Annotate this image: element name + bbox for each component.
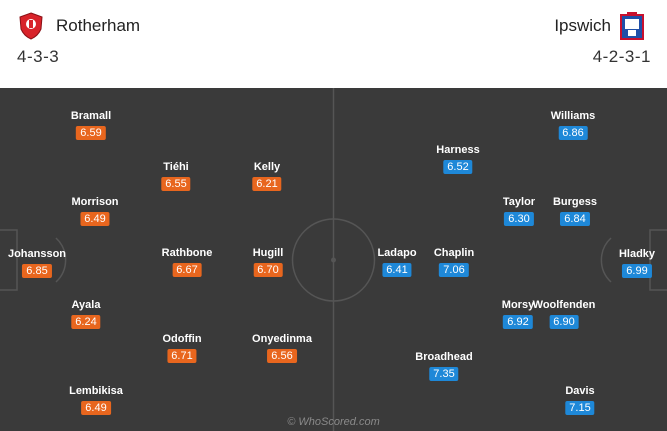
player-name: Hugill bbox=[252, 247, 284, 259]
player-rating: 6.49 bbox=[80, 212, 110, 226]
home-player[interactable]: Hugill 6.70 bbox=[252, 247, 284, 278]
away-player[interactable]: Taylor 6.30 bbox=[503, 196, 535, 227]
player-rating: 6.99 bbox=[622, 264, 652, 278]
away-formation: 4-2-3-1 bbox=[592, 47, 651, 66]
away-player[interactable]: Broadhead 7.35 bbox=[415, 351, 473, 382]
whoscored-credit: © WhoScored.com bbox=[287, 416, 380, 428]
away-player[interactable]: Hladky 6.99 bbox=[619, 248, 655, 279]
rotherham-crest-icon bbox=[19, 12, 43, 40]
away-player[interactable]: Harness 6.52 bbox=[436, 144, 480, 175]
player-rating: 6.70 bbox=[253, 263, 283, 277]
player-rating: 7.06 bbox=[439, 263, 469, 277]
player-name: Broadhead bbox=[415, 351, 473, 363]
player-name: Taylor bbox=[502, 196, 536, 208]
player-name: Harness bbox=[436, 144, 480, 156]
player-rating: 6.55 bbox=[161, 177, 191, 191]
player-rating: 6.86 bbox=[558, 126, 588, 140]
away-player[interactable]: Chaplin 7.06 bbox=[434, 247, 474, 278]
player-rating: 6.84 bbox=[560, 212, 590, 226]
home-player[interactable]: Rathbone 6.67 bbox=[161, 247, 213, 278]
home-player[interactable]: Odoffin 6.71 bbox=[162, 333, 202, 364]
player-rating: 6.59 bbox=[76, 126, 106, 140]
away-team-name[interactable]: Ipswich bbox=[554, 16, 611, 35]
player-rating: 6.24 bbox=[71, 315, 101, 329]
player-name: Chaplin bbox=[433, 247, 475, 259]
player-name: Odoffin bbox=[162, 333, 202, 345]
player-name: Onyedinma bbox=[252, 333, 312, 345]
match-header: Rotherham 4-3-3 Ipswich 4-2-3-1 bbox=[0, 0, 667, 88]
home-player[interactable]: Lembikisa 6.49 bbox=[69, 385, 123, 416]
player-name: Davis bbox=[565, 385, 595, 397]
player-rating: 6.85 bbox=[22, 264, 52, 278]
player-name: Tiéhi bbox=[163, 161, 189, 173]
home-player[interactable]: Johansson 6.85 bbox=[8, 248, 66, 279]
player-name: Hladky bbox=[618, 248, 656, 260]
ipswich-crest-icon bbox=[620, 12, 644, 40]
player-name: Morsy bbox=[501, 299, 535, 311]
pitch-markings bbox=[0, 88, 667, 431]
away-player[interactable]: Morsy 6.92 bbox=[502, 299, 534, 330]
player-rating: 6.90 bbox=[549, 315, 579, 329]
away-player[interactable]: Ladapo 6.41 bbox=[377, 247, 417, 278]
player-rating: 6.92 bbox=[503, 315, 533, 329]
home-player[interactable]: Kelly 6.21 bbox=[252, 161, 282, 192]
player-name: Morrison bbox=[71, 196, 119, 208]
home-player[interactable]: Ayala 6.24 bbox=[71, 299, 101, 330]
player-rating: 6.30 bbox=[504, 212, 534, 226]
player-name: Burgess bbox=[552, 196, 598, 208]
player-name: Kelly bbox=[253, 161, 281, 173]
pitch: Johansson 6.85 Bramall 6.59 Morrison 6.4… bbox=[0, 88, 667, 431]
player-name: Lembikisa bbox=[69, 385, 123, 397]
home-player[interactable]: Onyedinma 6.56 bbox=[252, 333, 312, 364]
player-name: Williams bbox=[550, 110, 596, 122]
home-player[interactable]: Bramall 6.59 bbox=[71, 110, 111, 141]
player-name: Johansson bbox=[7, 248, 67, 260]
away-player[interactable]: Williams 6.86 bbox=[550, 110, 596, 141]
player-rating: 6.56 bbox=[267, 349, 297, 363]
player-name: Ladapo bbox=[377, 247, 417, 259]
home-team-name[interactable]: Rotherham bbox=[56, 16, 141, 35]
away-player[interactable]: Davis 7.15 bbox=[565, 385, 595, 416]
player-rating: 6.52 bbox=[443, 160, 473, 174]
player-name: Ayala bbox=[71, 299, 101, 311]
player-rating: 6.67 bbox=[172, 263, 202, 277]
away-player[interactable]: Burgess 6.84 bbox=[553, 196, 597, 227]
player-rating: 6.49 bbox=[81, 401, 111, 415]
home-player[interactable]: Tiéhi 6.55 bbox=[161, 161, 191, 192]
player-name: Bramall bbox=[70, 110, 112, 122]
player-rating: 7.15 bbox=[565, 401, 595, 415]
home-player[interactable]: Morrison 6.49 bbox=[71, 196, 119, 227]
player-rating: 6.21 bbox=[252, 177, 282, 191]
away-player[interactable]: Woolfenden 6.90 bbox=[532, 299, 596, 330]
player-rating: 6.71 bbox=[167, 349, 197, 363]
player-rating: 7.35 bbox=[429, 367, 459, 381]
player-name: Rathbone bbox=[161, 247, 213, 259]
player-name: Woolfenden bbox=[532, 299, 596, 311]
home-formation: 4-3-3 bbox=[17, 47, 60, 66]
player-rating: 6.41 bbox=[382, 263, 412, 277]
